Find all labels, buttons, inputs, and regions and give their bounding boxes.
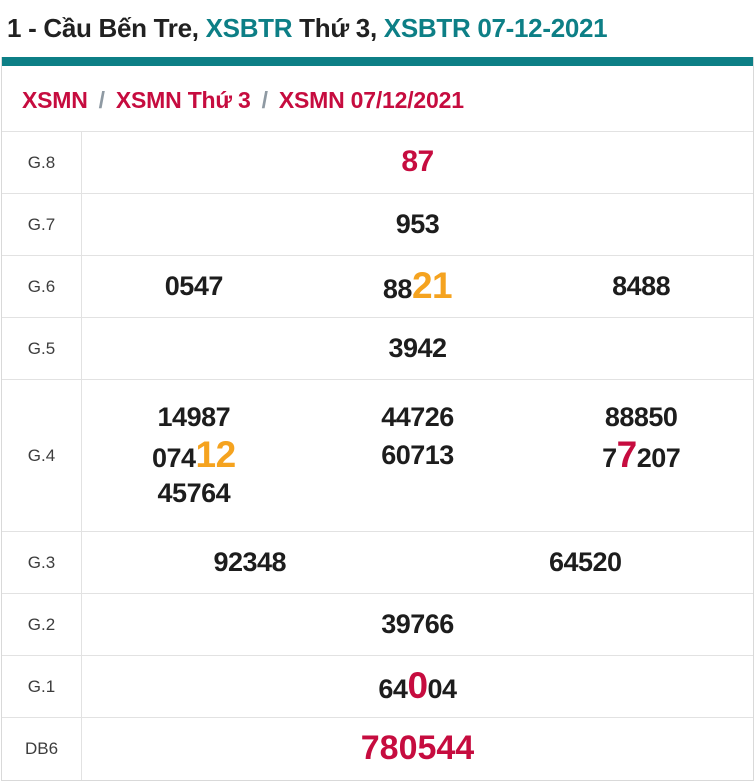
prize-value: 780544 (361, 729, 474, 768)
prize-value: 64520 (549, 547, 622, 578)
digits: 207 (636, 443, 681, 474)
prize-label: G.4 (2, 380, 82, 531)
digits: 88 (382, 274, 413, 305)
digits: 39766 (381, 608, 454, 639)
prize-label: G.6 (2, 256, 82, 317)
prize-values: 953 (82, 194, 753, 255)
breadcrumb-item[interactable]: XSMN 07/12/2021 (278, 87, 464, 113)
digits: 074 (151, 443, 196, 474)
title-link-xsbtr-date[interactable]: XSBTR 07-12-2021 (383, 13, 608, 43)
breadcrumb: XSMN / XSMN Thứ 3 / XSMN 07/12/2021 (2, 66, 753, 131)
breadcrumb-separator: / (261, 87, 268, 113)
prize-row: DB6 780544 (2, 718, 753, 780)
title-segment: 1 - Cầu Bến Tre, (7, 13, 206, 43)
prize-values: 3942 (82, 318, 753, 379)
prize-values: 0547 88 21 8488 (82, 256, 753, 317)
digits: 0547 (164, 270, 224, 301)
digits: 64 (378, 674, 408, 705)
prize-value: 92348 (213, 547, 286, 578)
prize-row: G.2 39766 (2, 594, 753, 656)
title-link-xsbtr[interactable]: XSBTR (205, 13, 300, 43)
prize-value: 7 7 207 (602, 434, 681, 476)
teal-accent-bar (2, 57, 753, 66)
prize-label: G.8 (2, 132, 82, 193)
digits: 953 (395, 208, 440, 239)
prize-label: G.3 (2, 532, 82, 593)
digits: 14987 (157, 402, 231, 433)
prize-row: G.4 14987 44726 88850 074 12 60713 7 7 207 45764 (2, 380, 753, 532)
prize-value: 14987 (158, 402, 231, 433)
digits: 64520 (548, 546, 622, 577)
breadcrumb-item[interactable]: XSMN (22, 87, 88, 113)
prize-value: 88850 (605, 402, 678, 433)
prize-value: 953 (396, 209, 440, 240)
prize-value: 0547 (164, 270, 224, 302)
highlighted-digits: 12 (195, 434, 237, 476)
prize-row: G.5 3942 (2, 318, 753, 380)
prize-row: G.3 92348 64520 (2, 532, 753, 594)
prize-label: DB6 (2, 718, 82, 780)
prize-value: 074 12 (152, 436, 236, 474)
digits: 7 (602, 443, 617, 474)
prize-label: G.2 (2, 594, 82, 655)
title-segment: Thứ 3, (299, 13, 384, 43)
prize-values: 14987 44726 88850 074 12 60713 7 7 207 45764 (82, 380, 753, 531)
breadcrumb-item[interactable]: XSMN Thứ 3 (115, 87, 251, 113)
page-title: 1 - Cầu Bến Tre, XSBTR Thứ 3, XSBTR 07-1… (0, 0, 755, 57)
prize-value: 39766 (381, 609, 454, 640)
digits: 88850 (604, 402, 678, 433)
digits: 60713 (381, 439, 454, 470)
prize-row: G.6 0547 88 21 8488 (2, 256, 753, 318)
prize-label: G.7 (2, 194, 82, 255)
digits: 87 (401, 145, 434, 179)
breadcrumb-separator: / (98, 87, 105, 113)
prize-row: G.1 64 0 04 (2, 656, 753, 718)
digits: 92348 (213, 546, 287, 577)
digits: 45764 (157, 477, 231, 508)
highlighted-digits: 21 (411, 265, 453, 307)
prize-label: G.5 (2, 318, 82, 379)
digits: 04 (427, 674, 458, 705)
digits: 780544 (360, 729, 475, 768)
prize-values: 780544 (82, 718, 753, 780)
digits: 8488 (612, 270, 671, 301)
results-table: G.8 87 G.7 953 G.6 0547 88 21 8488 G.5 3942 G.4 1498… (2, 131, 753, 780)
prize-row: G.8 87 (2, 132, 753, 194)
prize-value: 3942 (388, 332, 447, 364)
prize-value: 44726 (381, 402, 454, 433)
highlighted-digits: 7 (616, 434, 638, 476)
prize-values: 92348 64520 (82, 532, 753, 593)
digits: 44726 (381, 402, 454, 433)
prize-value: 45764 (158, 478, 231, 509)
prize-values: 39766 (82, 594, 753, 655)
prize-row: G.7 953 (2, 194, 753, 256)
prize-value: 88 21 (382, 265, 453, 307)
prize-value: 60713 (381, 440, 454, 471)
results-panel: XSMN / XSMN Thứ 3 / XSMN 07/12/2021 G.8 87 G.7… (1, 57, 754, 781)
prize-value: 64 0 04 (378, 665, 458, 707)
highlighted-digits: 0 (407, 665, 428, 707)
prize-value: 87 (401, 145, 434, 180)
prize-values: 64 0 04 (82, 656, 753, 717)
digits: 3942 (388, 332, 447, 363)
prize-values: 87 (82, 132, 753, 193)
prize-value: 8488 (612, 270, 671, 302)
prize-label: G.1 (2, 656, 82, 717)
